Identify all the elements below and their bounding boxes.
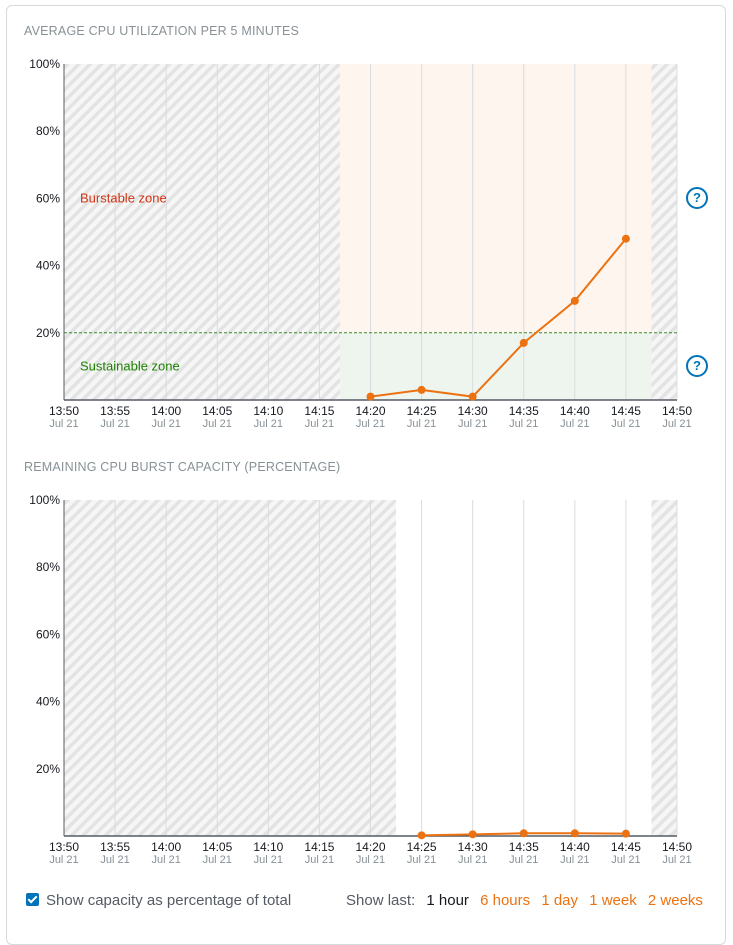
data-point xyxy=(468,392,477,401)
x-tick-label: 14:45 xyxy=(611,840,641,854)
x-tick-date: Jul 21 xyxy=(356,854,385,866)
sustainable-zone-label: Sustainable zone xyxy=(80,358,180,373)
x-tick-label: 14:00 xyxy=(151,840,181,854)
range-option-6-hours[interactable]: 6 hours xyxy=(480,892,531,909)
x-tick-label: 14:10 xyxy=(253,840,283,854)
x-tick-label: 13:50 xyxy=(49,404,79,418)
burst-capacity-title: REMAINING CPU BURST CAPACITY (PERCENTAGE… xyxy=(24,460,341,474)
x-tick-date: Jul 21 xyxy=(509,418,538,430)
x-tick-label: 14:30 xyxy=(458,840,488,854)
range-option-2-weeks[interactable]: 2 weeks xyxy=(647,892,703,909)
x-tick-label: 14:05 xyxy=(202,404,232,418)
x-tick-date: Jul 21 xyxy=(151,854,180,866)
x-tick-date: Jul 21 xyxy=(560,854,589,866)
range-option-1-day[interactable]: 1 day xyxy=(541,892,579,909)
x-tick-label: 14:00 xyxy=(151,404,181,418)
x-tick-label: 14:30 xyxy=(458,404,488,418)
x-tick-date: Jul 21 xyxy=(100,854,129,866)
burstable-zone-help-icon[interactable]: ? xyxy=(686,187,708,209)
y-tick-label: 40% xyxy=(36,259,60,273)
x-tick-date: Jul 21 xyxy=(611,854,640,866)
y-tick-label: 20% xyxy=(36,762,60,776)
data-point xyxy=(621,234,630,243)
x-tick-date: Jul 21 xyxy=(254,418,283,430)
show-last-label: Show last: xyxy=(346,892,416,909)
x-tick-date: Jul 21 xyxy=(254,854,283,866)
x-tick-date: Jul 21 xyxy=(560,418,589,430)
show-percentage-checkbox[interactable] xyxy=(26,893,39,906)
x-tick-date: Jul 21 xyxy=(49,418,78,430)
x-tick-label: 14:40 xyxy=(560,840,590,854)
x-tick-date: Jul 21 xyxy=(662,854,691,866)
x-tick-date: Jul 21 xyxy=(458,854,487,866)
data-point xyxy=(417,385,426,394)
x-tick-date: Jul 21 xyxy=(458,418,487,430)
range-option-1-hour[interactable]: 1 hour xyxy=(426,892,469,909)
cpu-utilization-title: AVERAGE CPU UTILIZATION PER 5 MINUTES xyxy=(24,24,300,38)
x-tick-date: Jul 21 xyxy=(407,854,436,866)
x-tick-label: 13:55 xyxy=(100,404,130,418)
x-tick-label: 14:45 xyxy=(611,404,641,418)
y-tick-label: 100% xyxy=(29,493,60,507)
x-tick-label: 14:15 xyxy=(304,840,334,854)
x-tick-label: 14:20 xyxy=(355,404,385,418)
x-tick-label: 14:25 xyxy=(407,840,437,854)
no-data-region-before xyxy=(64,500,397,836)
data-point xyxy=(621,829,630,838)
x-tick-date: Jul 21 xyxy=(100,418,129,430)
range-option-1-week[interactable]: 1 week xyxy=(589,892,637,909)
x-tick-date: Jul 21 xyxy=(305,854,334,866)
y-tick-label: 20% xyxy=(36,326,60,340)
cpu-utilization-chart: Burstable zone Sustainable zone 100% 80% 60%… xyxy=(29,57,692,430)
y-tick-label: 100% xyxy=(29,57,60,71)
data-point xyxy=(519,338,528,347)
x-tick-label: 14:15 xyxy=(304,404,334,418)
y-tick-label: 40% xyxy=(36,695,60,709)
x-tick-date: Jul 21 xyxy=(151,418,180,430)
x-tick-label: 13:50 xyxy=(49,840,79,854)
y-tick-label: 80% xyxy=(36,560,60,574)
x-tick-date: Jul 21 xyxy=(611,418,640,430)
x-tick-label: 14:50 xyxy=(662,840,692,854)
sustainable-zone-help-icon[interactable]: ? xyxy=(686,355,708,377)
x-tick-label: 14:40 xyxy=(560,404,590,418)
x-tick-label: 14:10 xyxy=(253,404,283,418)
x-tick-date: Jul 21 xyxy=(203,418,232,430)
x-tick-date: Jul 21 xyxy=(305,418,334,430)
time-range-selector: Show last: 1 hour 6 hours 1 day 1 week 2… xyxy=(346,892,710,909)
data-point xyxy=(417,831,426,840)
burstable-zone-label: Burstable zone xyxy=(80,190,167,205)
x-tick-label: 14:35 xyxy=(509,404,539,418)
x-tick-label: 14:25 xyxy=(407,404,437,418)
no-data-region-before xyxy=(64,64,340,400)
y-tick-label: 60% xyxy=(36,191,60,205)
x-tick-label: 13:55 xyxy=(100,840,130,854)
x-tick-label: 14:05 xyxy=(202,840,232,854)
data-point xyxy=(570,829,579,838)
chart-controls: Show capacity as percentage of total Sho… xyxy=(26,892,713,912)
data-point xyxy=(468,830,477,839)
data-point xyxy=(570,296,579,305)
x-tick-date: Jul 21 xyxy=(49,854,78,866)
x-tick-date: Jul 21 xyxy=(356,418,385,430)
data-point xyxy=(366,392,375,401)
no-data-region-after xyxy=(651,64,677,400)
x-tick-label: 14:35 xyxy=(509,840,539,854)
x-tick-date: Jul 21 xyxy=(509,854,538,866)
x-tick-label: 14:20 xyxy=(355,840,385,854)
x-tick-date: Jul 21 xyxy=(203,854,232,866)
y-tick-label: 80% xyxy=(36,124,60,138)
y-tick-label: 60% xyxy=(36,627,60,641)
show-percentage-label[interactable]: Show capacity as percentage of total xyxy=(46,892,292,909)
data-point xyxy=(519,829,528,838)
x-tick-label: 14:50 xyxy=(662,404,692,418)
x-tick-date: Jul 21 xyxy=(407,418,436,430)
series-line xyxy=(370,238,627,398)
no-data-region-after xyxy=(651,500,677,836)
x-tick-date: Jul 21 xyxy=(662,418,691,430)
